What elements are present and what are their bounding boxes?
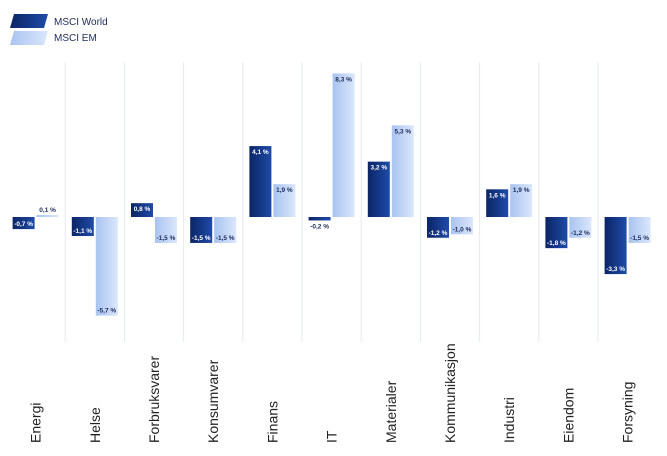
bar-msci-world (367, 161, 390, 217)
category-label: Materialer (383, 380, 399, 443)
data-label: 0,8 % (134, 206, 151, 213)
bar-msci-em (214, 217, 237, 243)
bar-msci-world (545, 217, 568, 249)
category-group: -1,8 % -1,2 % Eiendom (545, 217, 592, 443)
data-label: -1,2 % (571, 230, 590, 237)
bar-msci-em (628, 217, 651, 243)
bar-msci-world (12, 217, 35, 230)
category-label: Eiendom (560, 388, 576, 443)
category-group: 3,2 % 5,3 % Materialer (367, 125, 414, 443)
bar-msci-world (486, 189, 509, 217)
bar-msci-em (391, 125, 414, 217)
data-label: -1,5 % (216, 235, 235, 242)
data-label: -1,5 % (192, 235, 211, 242)
legend-swatch-world (10, 14, 48, 28)
category-label: Forbruksvarer (146, 356, 162, 443)
category-label: Industri (501, 397, 517, 443)
data-label: 4,1 % (252, 149, 269, 156)
data-label: 3,2 % (370, 165, 387, 172)
data-label: -1,5 % (630, 235, 649, 242)
category-label: Kommunikasjon (442, 343, 458, 443)
bar-msci-world (604, 217, 627, 275)
data-label: 1,9 % (513, 187, 530, 194)
category-group: 1,6 % 1,9 % Industri (486, 184, 533, 443)
legend-item-em: MSCI EM (10, 31, 97, 45)
legend-swatch-em (10, 31, 48, 45)
category-label: Finans (264, 401, 280, 443)
data-label: -1,1 % (73, 228, 92, 235)
data-label: -3,3 % (606, 266, 625, 273)
legend-label-em: MSCI EM (54, 33, 97, 44)
category-label: IT (324, 430, 340, 443)
bar-msci-world (249, 146, 272, 217)
data-label: -5,7 % (97, 308, 116, 315)
bar-msci-world (71, 217, 94, 237)
bar-msci-em (510, 184, 533, 217)
data-label: 1,9 % (276, 187, 293, 194)
category-group: 0,8 % -1,5 % Forbruksvarer (131, 203, 177, 443)
bar-msci-em (36, 215, 59, 217)
plot-area: -0,7 % 0,1 % Energi -1,1 % -5,7 % Helse 0,8 % -… (12, 62, 651, 443)
category-label: Energi (28, 403, 44, 443)
category-group: 4,1 % 1,9 % Finans (249, 146, 296, 443)
data-label: -1,8 % (547, 240, 566, 247)
data-label: 0,1 % (39, 207, 56, 214)
bar-msci-em (451, 217, 473, 235)
bar-msci-world (308, 217, 331, 221)
bar-msci-world (131, 203, 153, 217)
bar-msci-em (569, 217, 592, 238)
category-group: -0,2 % 8,3 % IT (308, 73, 355, 443)
legend-item-world: MSCI World (10, 14, 108, 28)
category-group: -1,2 % -1,0 % Kommunikasjon (427, 217, 473, 443)
category-group: -1,1 % -5,7 % Helse (71, 217, 118, 443)
bar-msci-em (95, 217, 118, 316)
category-group: -3,3 % -1,5 % Forsyning (604, 217, 651, 443)
bar-msci-world (427, 217, 449, 238)
data-label: 5,3 % (394, 128, 411, 135)
legend-label-world: MSCI World (54, 17, 108, 28)
bar-msci-world (190, 217, 213, 243)
category-group: -0,7 % 0,1 % Energi (12, 207, 59, 443)
data-label: -1,0 % (453, 226, 472, 233)
bar-msci-em (332, 73, 355, 217)
category-label: Forsyning (620, 382, 636, 443)
data-label: 1,6 % (489, 192, 506, 199)
bar-msci-em (155, 217, 177, 243)
data-label: 8,3 % (335, 76, 352, 83)
data-label: -0,2 % (310, 223, 329, 230)
category-label: Helse (87, 407, 103, 443)
data-label: -1,2 % (429, 230, 448, 237)
bar-msci-em (273, 184, 296, 217)
legend: MSCI World MSCI EM (10, 14, 108, 45)
category-group: -1,5 % -1,5 % Konsumvarer (190, 217, 237, 443)
data-label: -1,5 % (157, 235, 176, 242)
category-label: Konsumvarer (205, 359, 221, 443)
data-label: -0,7 % (14, 221, 33, 228)
